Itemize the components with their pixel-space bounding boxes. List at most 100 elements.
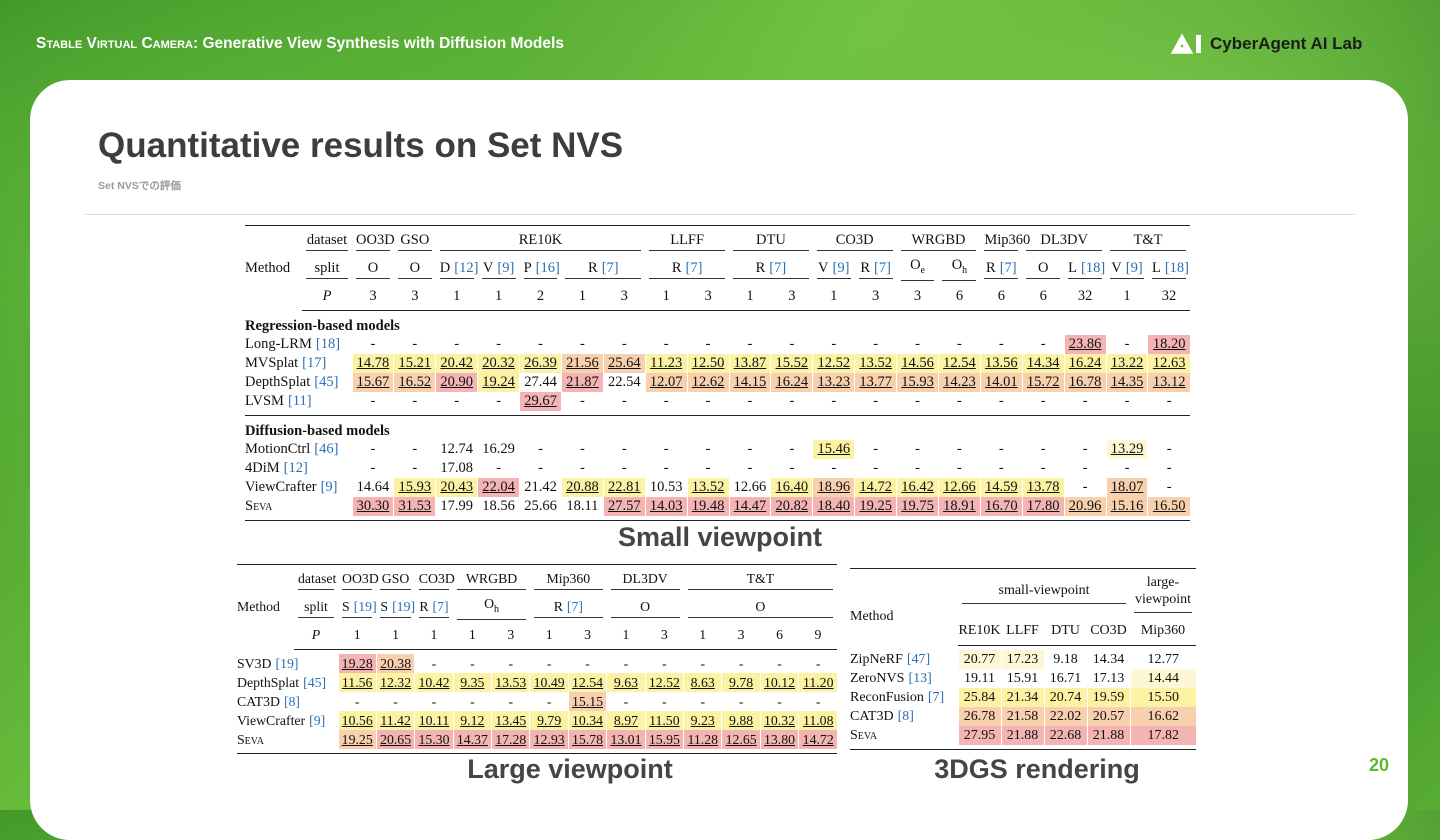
- cell-value: 9.79: [537, 713, 562, 728]
- value-cell: -: [491, 654, 530, 673]
- cell-value: 15.30: [418, 732, 450, 747]
- cell-value: 18.20: [1152, 336, 1186, 352]
- citation: [18]: [315, 336, 341, 352]
- cell-value: 10.42: [418, 675, 450, 690]
- value-cell: 27.95: [957, 726, 1001, 745]
- split-header: R [7]: [415, 593, 453, 621]
- value-cell: 21.56: [560, 354, 604, 373]
- logo-icon: [1170, 33, 1201, 54]
- cell-value: 16.50: [1152, 498, 1186, 514]
- data-row: MVSplat [17] 14.78 15.21 20.42 20.32 26.39 21.5…: [245, 354, 1190, 373]
- cell-value: -: [873, 441, 879, 457]
- cell-value: 26.39: [524, 355, 557, 371]
- cell-value: 13.53: [495, 675, 527, 690]
- citation: [13]: [908, 671, 932, 686]
- cell-value: 14.03: [649, 498, 683, 514]
- cell-value: -: [1124, 393, 1130, 409]
- p-value: 6: [760, 621, 799, 650]
- header-subtitle: : Generative View Synthesis with Diffusi…: [193, 35, 564, 52]
- cell-value: 12.77: [1147, 652, 1180, 667]
- value-cell: -: [1063, 440, 1107, 459]
- table-box: Method dataset OO3D GSO RE10K LLFF DTU CO3D WRGB…: [245, 225, 1190, 521]
- cell-value: -: [705, 336, 711, 352]
- value-cell: 14.34: [1086, 650, 1130, 669]
- p-value: 3: [568, 621, 607, 650]
- value-cell: -: [759, 692, 799, 711]
- method-name: Seva: [237, 730, 338, 749]
- dataset-name: T&T: [1110, 230, 1186, 251]
- split-header: R [7]: [561, 254, 645, 282]
- dataset-header: Mip360: [980, 226, 1030, 255]
- table-caption: 3DGS rendering: [934, 754, 1140, 784]
- split-header: V [9]: [478, 254, 520, 282]
- cell-value: 14.34: [1026, 355, 1060, 371]
- value-cell: -: [602, 392, 646, 411]
- cell-text: D: [439, 259, 451, 276]
- value-cell: 22.81: [602, 478, 646, 497]
- value-cell: -: [854, 440, 897, 459]
- cell-value: 22.02: [1049, 709, 1082, 724]
- cell-value: 20.38: [380, 656, 412, 671]
- cell-value: 14.44: [1147, 671, 1180, 686]
- split-name: R [7]: [984, 258, 1019, 279]
- cell-value: -: [579, 460, 585, 476]
- cell-value: -: [789, 336, 795, 352]
- cell-value: -: [546, 694, 552, 709]
- value-cell: 20.65: [375, 730, 415, 749]
- cell-value: 14.72: [859, 479, 892, 495]
- value-cell: -: [393, 440, 436, 459]
- split-name: L [18]: [1068, 258, 1105, 279]
- cell-value: 20.88: [566, 479, 599, 495]
- value-cell: -: [896, 392, 939, 411]
- value-cell: -: [351, 440, 394, 459]
- column-header: CO3D: [1087, 617, 1130, 646]
- value-cell: 16.24: [770, 373, 813, 392]
- divider: [85, 214, 1355, 215]
- cell-value: 13.52: [859, 355, 892, 371]
- value-cell: -: [1021, 392, 1065, 411]
- value-cell: -: [560, 440, 604, 459]
- value-cell: 19.75: [896, 497, 939, 516]
- spacer-cell: [245, 516, 1190, 521]
- column-header: Mip360: [1130, 617, 1196, 646]
- cell-value: 21.34: [1006, 690, 1039, 705]
- value-cell: 11.08: [798, 711, 838, 730]
- value-cell: 12.63: [1147, 354, 1190, 373]
- value-cell: 12.07: [644, 373, 688, 392]
- cell-value: -: [496, 460, 502, 476]
- cell-value: 9.12: [460, 713, 485, 728]
- cell-value: 15.52: [775, 355, 809, 371]
- cell-value: 22.04: [482, 479, 515, 495]
- split-name: Oe: [900, 255, 935, 282]
- split-header: L [18]: [1064, 254, 1106, 282]
- value-cell: 16.71: [1043, 669, 1087, 688]
- cell-value: -: [873, 460, 879, 476]
- value-cell: -: [896, 440, 939, 459]
- split-header: O: [684, 593, 838, 621]
- value-cell: 16.62: [1129, 707, 1196, 726]
- value-cell: 21.88: [1000, 726, 1044, 745]
- cell-value: 27.44: [524, 374, 557, 390]
- method-name: ZipNeRF [47]: [850, 650, 958, 669]
- cell-value: 13.22: [1110, 355, 1144, 371]
- value-cell: -: [728, 392, 771, 411]
- cell-value: -: [831, 460, 837, 476]
- split-header: R [7]: [645, 254, 729, 282]
- split-header: D [12]: [436, 254, 478, 282]
- cell-value: 22.81: [607, 479, 641, 495]
- cell-value: 14.59: [985, 479, 1018, 495]
- cell-value: 13.78: [1026, 479, 1060, 495]
- value-cell: 10.32: [759, 711, 799, 730]
- cell-value: -: [508, 656, 514, 671]
- cell-value: 9.88: [729, 713, 754, 728]
- method-name: CAT3D [8]: [850, 707, 958, 726]
- split-name: D [12]: [439, 258, 478, 279]
- value-cell: -: [937, 440, 981, 459]
- value-cell: -: [351, 392, 394, 411]
- value-cell: -: [686, 335, 730, 354]
- cell-value: 12.74: [440, 441, 474, 457]
- cell-value: 14.34: [1092, 652, 1125, 667]
- cell-value: 21.88: [1092, 728, 1125, 743]
- p-value: 1: [529, 621, 569, 650]
